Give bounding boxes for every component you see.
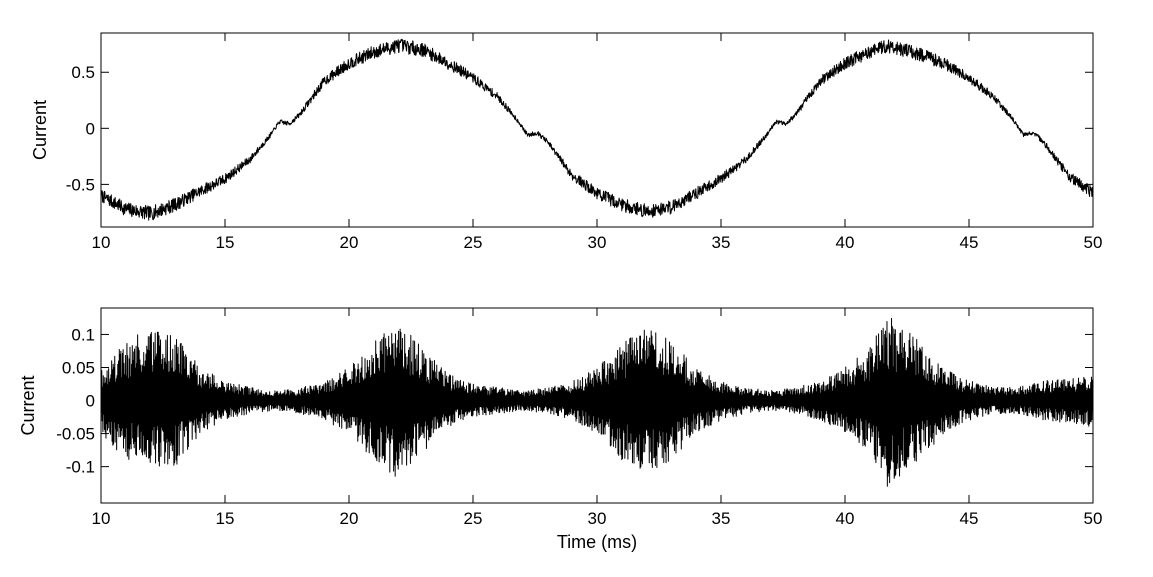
x-tick-label: 25 (464, 509, 483, 528)
x-tick-label: 40 (836, 509, 855, 528)
y-tick-label: 0.1 (71, 325, 95, 344)
x-tick-label: 35 (712, 233, 731, 252)
y-tick-label: 0 (86, 119, 95, 138)
x-tick-label: 30 (588, 233, 607, 252)
y-tick-label: 0 (86, 392, 95, 411)
x-tick-label: 15 (216, 509, 235, 528)
x-tick-label: 15 (216, 233, 235, 252)
x-tick-label: 50 (1084, 233, 1103, 252)
x-axis-label: Time (ms) (557, 532, 637, 552)
x-tick-label: 20 (340, 509, 359, 528)
x-tick-label: 30 (588, 509, 607, 528)
x-tick-label: 50 (1084, 509, 1103, 528)
y-tick-label: 0.5 (71, 63, 95, 82)
y-axis-label: Current (30, 100, 50, 160)
top-panel: 10 15 20 25 30 35 40 45 50 -0.5 0 0.5 Current (30, 32, 1103, 252)
x-tick-label: 40 (836, 233, 855, 252)
y-tick-label: -0.5 (66, 175, 95, 194)
y-tick-label: -0.05 (56, 425, 95, 444)
x-tick-label: 45 (960, 509, 979, 528)
x-tick-label: 20 (340, 233, 359, 252)
x-tick-label: 45 (960, 233, 979, 252)
y-axis-label: Current (18, 375, 38, 435)
y-tick-label: 0.05 (62, 358, 95, 377)
y-tick-label: -0.1 (66, 458, 95, 477)
signal-trace (101, 317, 1093, 487)
x-tick-label: 10 (92, 509, 111, 528)
bottom-panel: 10 15 20 25 30 35 40 45 50 -0.1 -0.05 0 0.05 0.1 Curre… (18, 307, 1103, 552)
signal-trace (101, 38, 1093, 221)
x-tick-label: 35 (712, 509, 731, 528)
x-tick-label: 10 (92, 233, 111, 252)
x-tick-label: 25 (464, 233, 483, 252)
